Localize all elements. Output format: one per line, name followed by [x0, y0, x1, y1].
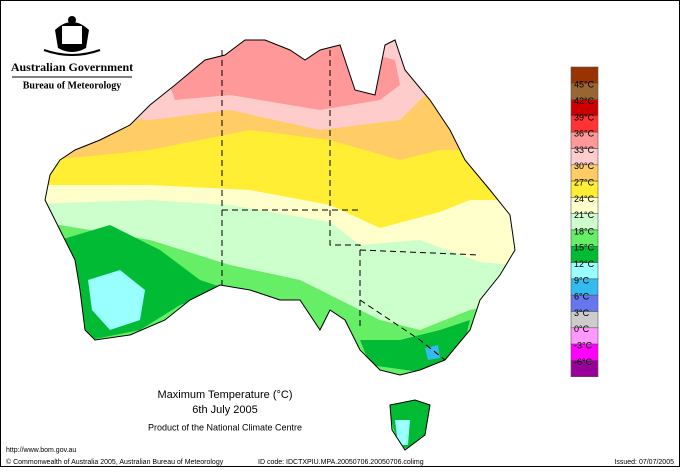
url: http://www.bom.gov.au: [6, 447, 76, 454]
legend-label: -6°C: [574, 357, 593, 367]
map-date: 6th July 2005: [192, 404, 257, 416]
temp-zone: [160, 40, 400, 110]
legend: 45°C 42°C 39°C 36°C 33°C 30°C 27°C 24°C 21°C 18°C…: [570, 66, 599, 377]
agency-name: Australian Government: [11, 60, 133, 74]
temp-zone: [425, 345, 440, 360]
legend-label: 30°C: [574, 161, 595, 171]
coastline: [44, 39, 516, 451]
product-note: Product of the National Climate Centre: [148, 422, 302, 432]
legend-label: 3°C: [574, 308, 590, 318]
map-title: Maximum Temperature (°C): [157, 389, 292, 401]
legend-label: 15°C: [574, 243, 595, 253]
coat-of-arms: [43, 16, 101, 56]
legend-label: 27°C: [574, 177, 595, 187]
legend-label: 21°C: [574, 210, 595, 220]
legend-label: -3°C: [574, 340, 593, 350]
legend-label: 9°C: [574, 275, 590, 285]
legend-label: 24°C: [574, 194, 595, 204]
temp-zone: [88, 270, 145, 330]
id-code: ID code: IDCTXPIU.MPA.20050706.20050706.…: [258, 459, 424, 466]
copyright: © Commonwealth of Australia 2005, Austra…: [6, 458, 224, 466]
legend-label: 45°C: [574, 80, 595, 90]
legend-label: 12°C: [574, 259, 595, 269]
legend-label: 39°C: [574, 112, 595, 122]
temp-zone: [360, 320, 470, 372]
temp-zone: [395, 420, 410, 445]
legend-swatch: [570, 360, 599, 377]
legend-label: 0°C: [574, 324, 590, 334]
legend-label: 36°C: [574, 129, 595, 139]
issued-date: Issued: 07/07/2005: [614, 459, 674, 466]
legend-label: 33°C: [574, 145, 595, 155]
legend-label: 6°C: [574, 292, 590, 302]
legend-label: 18°C: [574, 226, 595, 236]
state-borders: [221, 50, 481, 361]
legend-label: 42°C: [574, 96, 595, 106]
bureau-name: Bureau of Meteorology: [23, 80, 122, 91]
